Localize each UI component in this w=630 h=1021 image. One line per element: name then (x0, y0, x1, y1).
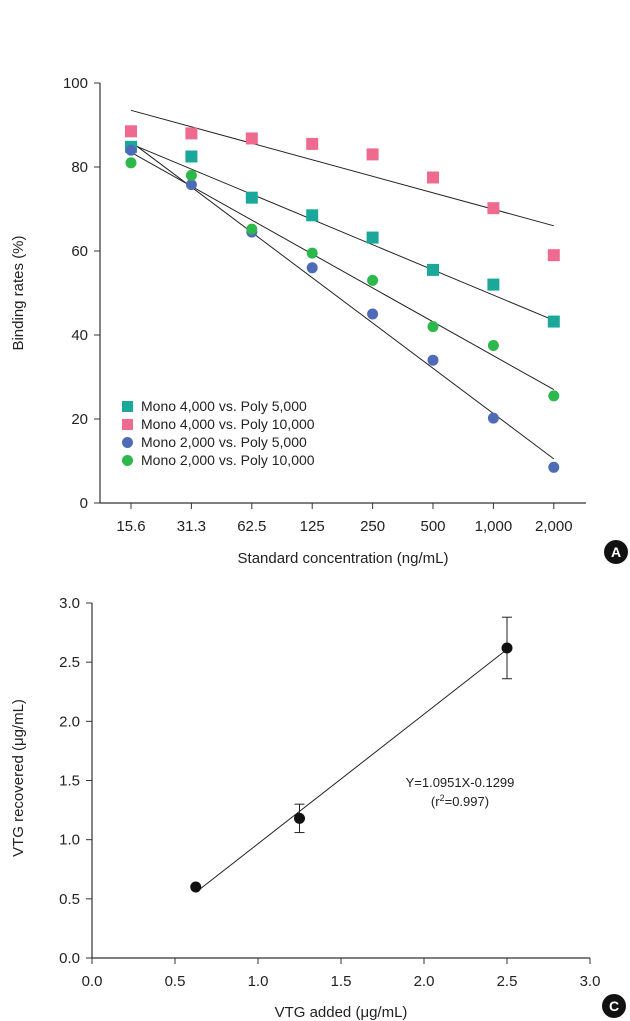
a-x-tick-label: 31.3 (177, 518, 206, 535)
a-point-s3 (427, 321, 439, 333)
c-x-tick-label: 3.0 (580, 973, 601, 990)
a-point-s0 (547, 315, 560, 328)
c-y-tick-label: 2.5 (59, 654, 80, 671)
a-point-s2 (185, 179, 197, 191)
a-point-s0 (427, 263, 439, 276)
c-y-ticks: 0.0 0.5 1.0 1.5 2.0 2.5 3.0 (59, 595, 92, 967)
c-x-tick-label: 1.5 (331, 973, 352, 990)
c-point-1 (294, 812, 305, 824)
a-point-s1 (487, 202, 500, 215)
c-y-tick-label: 1.5 (59, 773, 80, 790)
a-fit-line-2 (130, 141, 555, 460)
a-point-s3 (367, 274, 379, 286)
a-legend: Mono 4,000 vs. Poly 5,000 Mono 4,000 vs.… (122, 398, 315, 468)
a-point-s2 (487, 412, 499, 424)
a-point-s2 (306, 262, 318, 274)
a-point-s3 (487, 340, 499, 351)
panel-c-badge: C (602, 994, 626, 1018)
c-x-tick-label: 0.5 (165, 973, 186, 990)
a-point-s0 (185, 150, 198, 163)
legend-label-3: Mono 2,000 vs. Poly 10,000 (141, 452, 315, 468)
a-fit-line-1 (130, 109, 554, 227)
a-point-s1 (245, 132, 258, 145)
a-point-s3 (306, 247, 318, 259)
a-y-tick-label: 0 (80, 495, 88, 512)
a-point-s1 (306, 137, 319, 150)
c-x-tick-label: 2.5 (497, 973, 518, 990)
a-point-s2 (427, 354, 439, 366)
a-point-s3 (246, 223, 258, 235)
a-x-tick-label: 62.5 (237, 518, 266, 535)
panel-a: 0 20 40 60 80 100 15.6 31.3 62.5 125 250 500 1,000 2… (10, 75, 628, 567)
c-annotation-r2: (r2=0.997) (431, 793, 489, 809)
a-y-tick-label: 100 (63, 75, 88, 92)
svg-text:A: A (611, 544, 621, 560)
a-point-s3 (125, 157, 137, 169)
a-x-tick-label: 250 (360, 518, 385, 535)
a-x-ticks: 15.6 31.3 62.5 125 250 500 1,000 2,000 (116, 503, 573, 535)
a-point-s0 (306, 209, 319, 222)
c-point-2 (501, 642, 513, 654)
legend-label-1: Mono 4,000 vs. Poly 10,000 (141, 416, 315, 432)
a-y-tick-label: 20 (71, 411, 88, 428)
a-y-axis-title: Binding rates (%) (10, 235, 27, 350)
c-y-tick-label: 0.5 (59, 891, 80, 908)
a-point-s3 (185, 169, 197, 181)
a-point-s2 (367, 308, 379, 320)
a-fit-line-3 (130, 151, 555, 391)
a-point-s0 (366, 231, 379, 244)
a-y-tick-label: 80 (71, 159, 88, 176)
a-y-tick-label: 40 (71, 327, 88, 344)
legend-label-2: Mono 2,000 vs. Poly 5,000 (141, 434, 307, 450)
a-point-s1 (547, 249, 560, 262)
a-point-s1 (125, 125, 137, 138)
a-y-tick-label: 60 (71, 243, 88, 260)
c-y-axis-title: VTG recovered (μg/mL) (10, 699, 27, 857)
svg-text:C: C (609, 998, 619, 1014)
a-point-s2 (125, 144, 137, 156)
a-x-tick-label: 2,000 (535, 518, 573, 535)
c-x-tick-label: 0.0 (82, 973, 103, 990)
a-point-s1 (427, 171, 439, 184)
c-y-tick-label: 0.0 (59, 950, 80, 967)
legend-marker-3 (122, 455, 133, 466)
legend-marker-0 (122, 401, 133, 412)
legend-label-0: Mono 4,000 vs. Poly 5,000 (141, 398, 307, 414)
c-y-tick-label: 1.0 (59, 832, 80, 849)
a-point-s0 (487, 278, 500, 291)
a-x-tick-label: 500 (420, 518, 445, 535)
legend-marker-1 (122, 419, 133, 430)
c-x-ticks: 0.0 0.5 1.0 1.5 2.0 2.5 3.0 (82, 958, 601, 990)
c-y-tick-label: 3.0 (59, 595, 80, 612)
c-x-axis-title: VTG added (μg/mL) (275, 1004, 408, 1021)
a-point-s3 (548, 390, 560, 402)
a-point-s2 (548, 461, 560, 473)
a-x-tick-label: 15.6 (116, 518, 145, 535)
a-x-tick-label: 1,000 (475, 518, 513, 535)
a-y-ticks: 0 20 40 60 80 100 (63, 75, 100, 512)
a-fit-lines (130, 109, 555, 460)
c-x-tick-label: 1.0 (248, 973, 269, 990)
a-point-s1 (366, 148, 379, 161)
legend-marker-2 (122, 437, 133, 448)
panel-c: 0.0 0.5 1.0 1.5 2.0 2.5 3.0 0.0 0.5 1.0 1.5 2.0 2.5… (10, 595, 626, 1021)
a-point-s0 (245, 191, 258, 204)
c-fit-line (195, 649, 508, 893)
c-annotation-equation: Y=1.0951X-0.1299 (406, 775, 515, 790)
c-x-tick-label: 2.0 (414, 973, 435, 990)
c-data-points (190, 616, 513, 893)
a-fit-line-0 (130, 143, 554, 321)
a-point-s1 (185, 127, 198, 140)
panel-a-badge: A (604, 540, 628, 564)
a-x-tick-label: 125 (300, 518, 325, 535)
c-y-tick-label: 2.0 (59, 713, 80, 730)
c-point-0 (190, 881, 202, 893)
a-data-points (125, 125, 560, 473)
a-x-axis-title: Standard concentration (ng/mL) (238, 550, 449, 567)
